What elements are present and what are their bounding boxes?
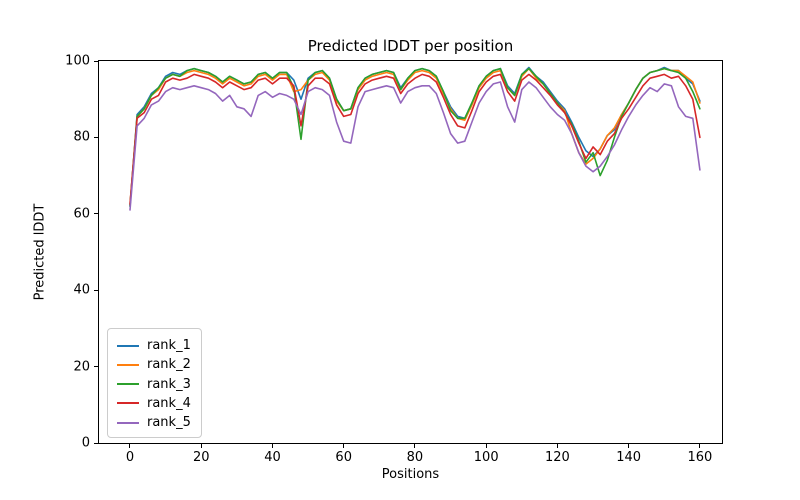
chart-title: Predicted lDDT per position (307, 37, 514, 55)
y-tick-label: 60 (73, 206, 90, 222)
legend-line-swatch (117, 383, 139, 385)
line-chart-canvas (129, 66, 701, 211)
x-tick-mark (699, 444, 701, 448)
x-tick-label: 120 (545, 450, 570, 465)
x-tick-mark (343, 444, 345, 448)
y-tick-label: 20 (73, 359, 90, 375)
x-tick-label: 160 (687, 450, 713, 465)
x-tick-label: 60 (335, 450, 352, 465)
legend-label: rank_4 (147, 395, 191, 411)
x-tick-label: 0 (125, 450, 135, 465)
series-line-rank_3 (129, 67, 701, 207)
legend-item: rank_2 (117, 355, 193, 374)
legend: rank_1 rank_2 rank_3 rank_4 rank_5 (107, 328, 202, 438)
series-line-rank_2 (129, 67, 701, 206)
legend-item: rank_3 (117, 375, 193, 394)
y-tick-label: 80 (73, 129, 90, 145)
y-tick-mark (94, 289, 98, 291)
x-tick-mark (200, 444, 202, 448)
y-tick-mark (94, 442, 98, 444)
legend-line-swatch (117, 421, 139, 424)
legend-label: rank_3 (147, 376, 191, 392)
y-tick-label: 100 (65, 53, 90, 69)
legend-line-swatch (117, 402, 139, 405)
legend-label: rank_2 (147, 357, 191, 373)
series-line-rank_5 (129, 81, 701, 211)
legend-line-swatch (117, 344, 139, 347)
x-axis-label: Positions (381, 467, 440, 482)
y-tick-label: 0 (81, 435, 90, 451)
x-tick-label: 80 (406, 450, 424, 465)
legend-label: rank_5 (147, 415, 191, 430)
legend-item: rank_4 (117, 394, 193, 413)
x-tick-mark (628, 444, 630, 448)
series-line-rank_4 (129, 73, 701, 206)
legend-item: rank_1 (117, 336, 193, 355)
x-tick-label: 20 (192, 450, 210, 465)
plot-area (98, 60, 723, 444)
x-tick-mark (129, 444, 131, 448)
y-tick-mark (94, 60, 98, 62)
y-tick-mark (94, 366, 98, 368)
y-tick-mark (94, 213, 98, 215)
y-tick-label: 40 (73, 282, 90, 298)
legend-label: rank_1 (147, 338, 191, 353)
x-tick-label: 100 (473, 450, 499, 465)
x-tick-mark (271, 444, 273, 448)
x-tick-mark (485, 444, 487, 448)
legend-item: rank_5 (117, 413, 193, 432)
x-tick-label: 40 (264, 450, 281, 465)
y-tick-mark (94, 136, 98, 138)
x-tick-mark (556, 444, 558, 448)
x-tick-mark (414, 444, 416, 448)
legend-line-swatch (117, 363, 139, 366)
x-tick-label: 140 (616, 450, 642, 465)
